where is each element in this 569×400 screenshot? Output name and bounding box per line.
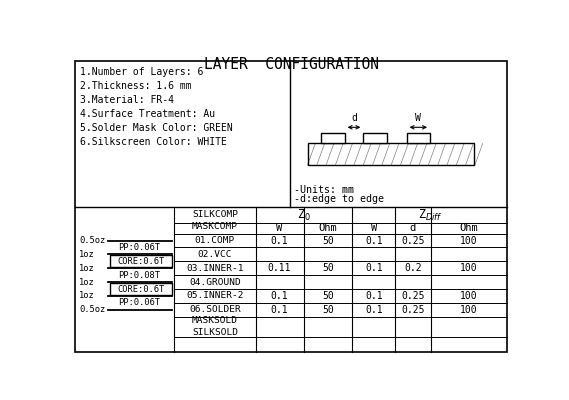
Text: 50: 50	[322, 291, 334, 301]
Text: 100: 100	[460, 263, 478, 273]
Text: Z$_0$: Z$_0$	[297, 208, 311, 223]
Text: W: W	[277, 223, 283, 233]
Text: 1oz: 1oz	[79, 292, 94, 300]
Text: 0.25: 0.25	[401, 236, 424, 246]
Text: -d:edge to edge: -d:edge to edge	[294, 194, 384, 204]
Text: 50: 50	[322, 263, 334, 273]
Text: 0.2: 0.2	[404, 263, 422, 273]
Text: 100: 100	[460, 305, 478, 315]
Bar	[307, 144, 474, 165]
Text: 0.1: 0.1	[365, 263, 382, 273]
Text: Ohm: Ohm	[319, 223, 337, 233]
Bar	[407, 134, 430, 144]
Text: 100: 100	[460, 291, 478, 301]
Text: SILKCOMP
MASKCOMP: SILKCOMP MASKCOMP	[192, 210, 238, 231]
Text: Ohm: Ohm	[460, 223, 479, 233]
Bar	[321, 134, 345, 144]
Text: 50: 50	[322, 236, 334, 246]
Text: 0.5oz: 0.5oz	[79, 305, 105, 314]
Text: 1oz: 1oz	[79, 278, 94, 286]
Bar	[363, 134, 386, 144]
Text: 3.Material: FR-4: 3.Material: FR-4	[80, 95, 175, 105]
Text: 6.Silkscreen Color: WHITE: 6.Silkscreen Color: WHITE	[80, 136, 227, 146]
Text: 0.1: 0.1	[365, 305, 382, 315]
Text: PP:0.06T: PP:0.06T	[118, 298, 160, 307]
Text: 0.1: 0.1	[271, 291, 288, 301]
Text: 02.VCC: 02.VCC	[197, 250, 232, 259]
Text: CORE:0.6T: CORE:0.6T	[117, 284, 164, 294]
Text: 0.1: 0.1	[271, 236, 288, 246]
Text: 03.INNER-1: 03.INNER-1	[186, 264, 244, 273]
Text: 100: 100	[460, 236, 478, 246]
Text: LAYER  CONFIGURATION: LAYER CONFIGURATION	[204, 57, 379, 72]
Text: 5.Solder Mask Color: GREEN: 5.Solder Mask Color: GREEN	[80, 123, 233, 133]
Text: 1oz: 1oz	[79, 250, 94, 259]
Text: -Units: mm: -Units: mm	[294, 185, 354, 195]
Text: 4.Surface Treatment: Au: 4.Surface Treatment: Au	[80, 109, 216, 119]
Text: 01.COMP: 01.COMP	[195, 236, 235, 245]
Text: 0.1: 0.1	[271, 305, 288, 315]
Text: 0.11: 0.11	[268, 263, 291, 273]
Text: W: W	[415, 114, 421, 124]
Text: 05.INNER-2: 05.INNER-2	[186, 292, 244, 300]
Text: 0.25: 0.25	[401, 305, 424, 315]
Bar	[110, 255, 172, 268]
Text: PP:0.08T: PP:0.08T	[118, 271, 160, 280]
Text: Z$_{Diff}$: Z$_{Diff}$	[418, 208, 442, 223]
Text: PP:0.06T: PP:0.06T	[118, 243, 160, 252]
Text: 06.SOLDER: 06.SOLDER	[189, 305, 241, 314]
Text: 0.25: 0.25	[401, 291, 424, 301]
Text: 50: 50	[322, 305, 334, 315]
Text: 1oz: 1oz	[79, 264, 94, 273]
Text: 04.GROUND: 04.GROUND	[189, 278, 241, 286]
Text: 0.5oz: 0.5oz	[79, 236, 105, 245]
Text: d: d	[351, 114, 357, 124]
Text: CORE:0.6T: CORE:0.6T	[117, 257, 164, 266]
Bar	[110, 283, 172, 295]
Text: MASKSOLD
SILKSOLD: MASKSOLD SILKSOLD	[192, 316, 238, 338]
Text: 1.Number of Layers: 6: 1.Number of Layers: 6	[80, 67, 204, 77]
Text: 0.1: 0.1	[365, 291, 382, 301]
Text: 0.1: 0.1	[365, 236, 382, 246]
Text: d: d	[410, 223, 416, 233]
Text: W: W	[370, 223, 377, 233]
Text: 2.Thickness: 1.6 mm: 2.Thickness: 1.6 mm	[80, 81, 192, 91]
